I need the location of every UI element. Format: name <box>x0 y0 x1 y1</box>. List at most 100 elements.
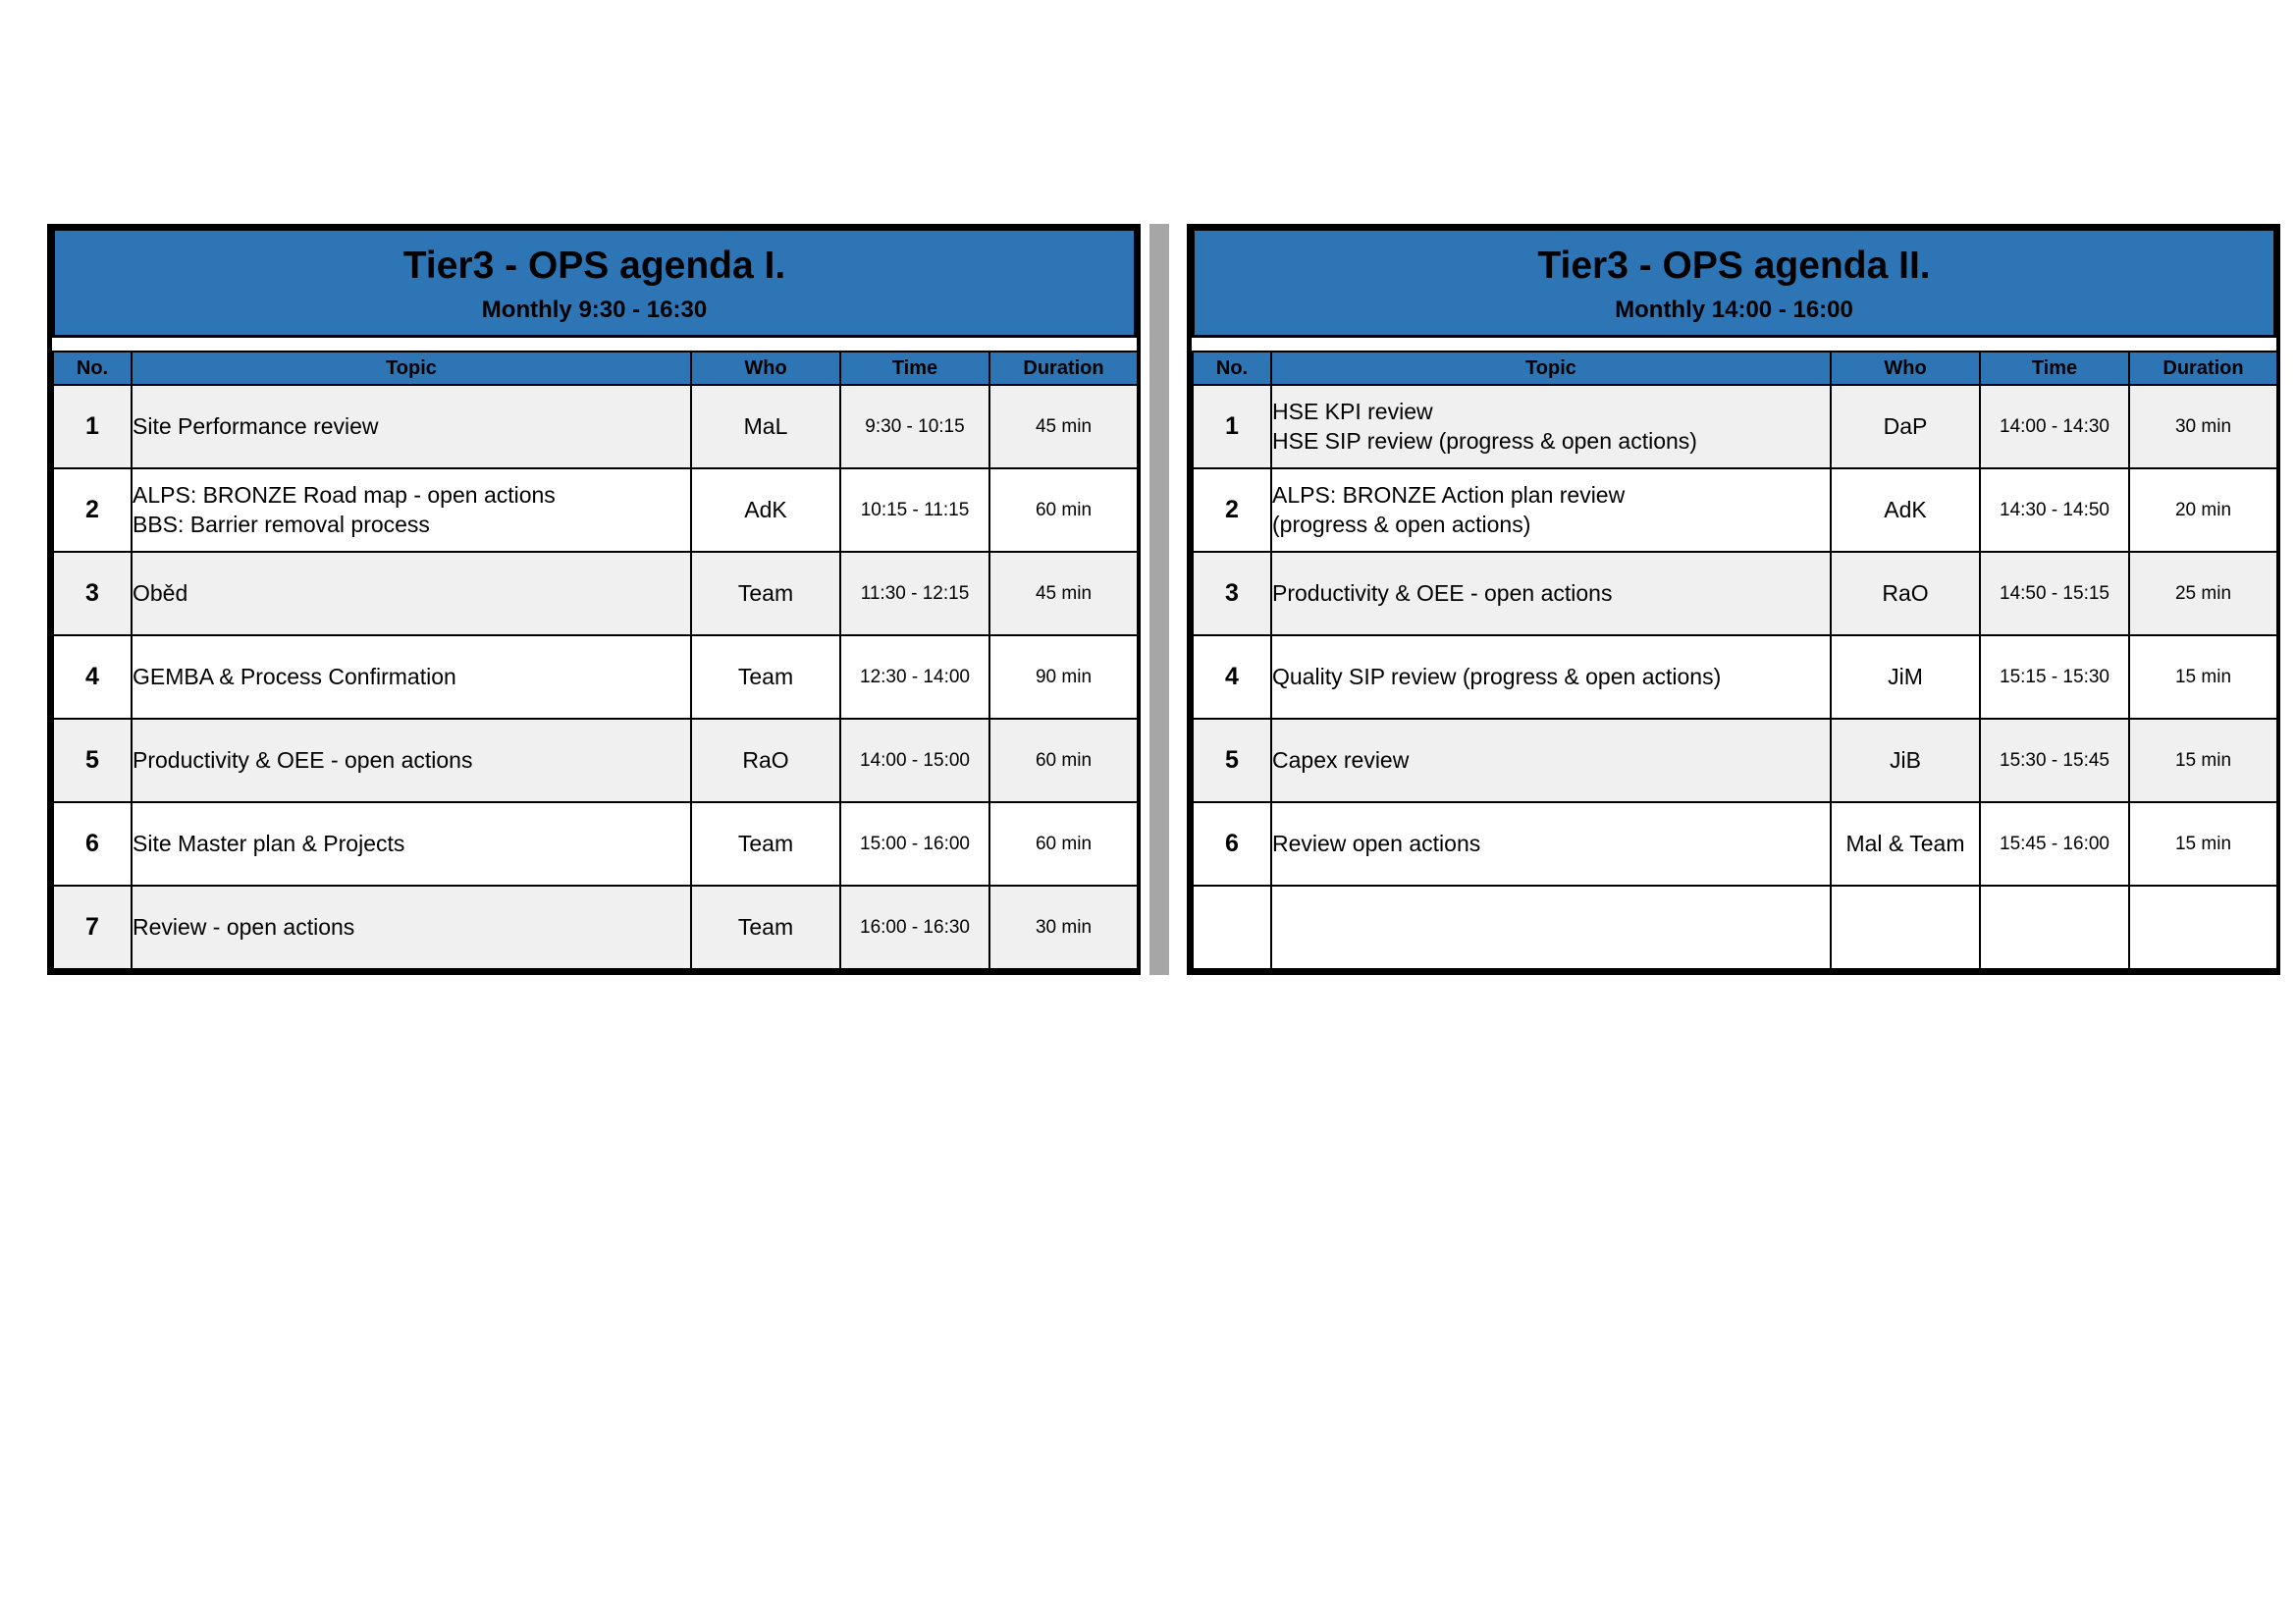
table-row[interactable]: 6 Site Master plan & Projects Team 15:00… <box>52 801 1139 887</box>
cell-who: DaP <box>1830 384 1981 469</box>
cell-time: 14:00 - 15:00 <box>839 718 990 803</box>
table-row[interactable]: 4 GEMBA & Process Confirmation Team 12:3… <box>52 634 1139 720</box>
table-row[interactable]: 4 Quality SIP review (progress & open ac… <box>1192 634 2278 720</box>
cell-no: 3 <box>52 551 133 636</box>
cell-time: 16:00 - 16:30 <box>839 885 990 970</box>
cell-who: RaO <box>690 718 841 803</box>
cell-duration: 15 min <box>2128 634 2278 720</box>
cell-who: Team <box>690 801 841 887</box>
column-header-no[interactable]: No. <box>1192 351 1272 386</box>
column-header-no[interactable]: No. <box>52 351 133 386</box>
table-row[interactable] <box>1192 885 2278 970</box>
table-row[interactable]: 3 Productivity & OEE - open actions RaO … <box>1192 551 2278 636</box>
agenda-left-title-gap <box>52 338 1137 351</box>
cell-no: 4 <box>52 634 133 720</box>
agenda-right-thead: No. Topic Who Time Duration <box>1192 351 2278 386</box>
cell-topic: Review open actions <box>1270 801 1832 887</box>
table-row[interactable]: 5 Productivity & OEE - open actions RaO … <box>52 718 1139 803</box>
table-row[interactable]: 2 ALPS: BRONZE Action plan review (progr… <box>1192 467 2278 553</box>
cell-duration: 60 min <box>988 467 1139 553</box>
column-header-topic[interactable]: Topic <box>1270 351 1832 386</box>
cell-no: 1 <box>1192 384 1272 469</box>
cell-topic: Oběd <box>131 551 692 636</box>
cell-time: 14:00 - 14:30 <box>1979 384 2130 469</box>
agenda-left-tbody: 1 Site Performance review MaL 9:30 - 10:… <box>52 384 1139 970</box>
cell-no: 3 <box>1192 551 1272 636</box>
agenda-left-title-box: Tier3 - OPS agenda I. Monthly 9:30 - 16:… <box>52 228 1137 338</box>
cell-time: 11:30 - 12:15 <box>839 551 990 636</box>
cell-no: 6 <box>52 801 133 887</box>
cell-topic: HSE KPI review HSE SIP review (progress … <box>1270 384 1832 469</box>
agenda-left-thead: No. Topic Who Time Duration <box>52 351 1139 386</box>
column-header-duration[interactable]: Duration <box>2128 351 2278 386</box>
cell-topic: Productivity & OEE - open actions <box>131 718 692 803</box>
cell-topic: ALPS: BRONZE Action plan review (progres… <box>1270 467 1832 553</box>
cell-time: 15:45 - 16:00 <box>1979 801 2130 887</box>
table-row[interactable]: 7 Review - open actions Team 16:00 - 16:… <box>52 885 1139 970</box>
agenda-right-subtitle: Monthly 14:00 - 16:00 <box>1615 297 1853 324</box>
agenda-right-table: No. Topic Who Time Duration 1 HSE KPI re… <box>1192 351 2278 970</box>
cell-who: JiM <box>1830 634 1981 720</box>
cell-no <box>1192 885 1272 970</box>
cell-topic: Quality SIP review (progress & open acti… <box>1270 634 1832 720</box>
cell-no: 5 <box>52 718 133 803</box>
table-row[interactable]: 1 Site Performance review MaL 9:30 - 10:… <box>52 384 1139 469</box>
cell-duration: 60 min <box>988 801 1139 887</box>
agenda-left-title-frame: Tier3 - OPS agenda I. Monthly 9:30 - 16:… <box>47 224 1141 351</box>
cell-time <box>1979 885 2130 970</box>
cell-time: 15:30 - 15:45 <box>1979 718 2130 803</box>
column-header-who[interactable]: Who <box>1830 351 1981 386</box>
agenda-right-header-row: No. Topic Who Time Duration <box>1192 351 2278 386</box>
agenda-left-title: Tier3 - OPS agenda I. <box>402 244 786 288</box>
table-row[interactable]: 1 HSE KPI review HSE SIP review (progres… <box>1192 384 2278 469</box>
cell-no: 7 <box>52 885 133 970</box>
cell-who: AdK <box>690 467 841 553</box>
cell-topic <box>1270 885 1832 970</box>
cell-time: 14:30 - 14:50 <box>1979 467 2130 553</box>
column-header-who[interactable]: Who <box>690 351 841 386</box>
agenda-block-left: Tier3 - OPS agenda I. Monthly 9:30 - 16:… <box>47 224 1141 975</box>
cell-topic: Productivity & OEE - open actions <box>1270 551 1832 636</box>
column-header-topic[interactable]: Topic <box>131 351 692 386</box>
agenda-right-title-gap <box>1192 338 2276 351</box>
cell-topic: Review - open actions <box>131 885 692 970</box>
cell-topic: ALPS: BRONZE Road map - open actions BBS… <box>131 467 692 553</box>
cell-who: RaO <box>1830 551 1981 636</box>
cell-duration: 60 min <box>988 718 1139 803</box>
cell-time: 15:15 - 15:30 <box>1979 634 2130 720</box>
table-row[interactable]: 2 ALPS: BRONZE Road map - open actions B… <box>52 467 1139 553</box>
cell-duration: 30 min <box>2128 384 2278 469</box>
cell-who: Mal & Team <box>1830 801 1981 887</box>
cell-duration: 30 min <box>988 885 1139 970</box>
cell-duration: 15 min <box>2128 801 2278 887</box>
agenda-right-tbody: 1 HSE KPI review HSE SIP review (progres… <box>1192 384 2278 970</box>
cell-no: 1 <box>52 384 133 469</box>
cell-no: 4 <box>1192 634 1272 720</box>
table-row[interactable]: 6 Review open actions Mal & Team 15:45 -… <box>1192 801 2278 887</box>
table-row[interactable]: 5 Capex review JiB 15:30 - 15:45 15 min <box>1192 718 2278 803</box>
column-header-time[interactable]: Time <box>1979 351 2130 386</box>
cell-duration <box>2128 885 2278 970</box>
agenda-right-title-box: Tier3 - OPS agenda II. Monthly 14:00 - 1… <box>1192 228 2276 338</box>
agenda-block-right: Tier3 - OPS agenda II. Monthly 14:00 - 1… <box>1187 224 2280 975</box>
cell-time: 9:30 - 10:15 <box>839 384 990 469</box>
agenda-right-title: Tier3 - OPS agenda II. <box>1537 244 1931 288</box>
agenda-divider-bar <box>1149 224 1169 975</box>
cell-topic: Site Performance review <box>131 384 692 469</box>
cell-who: Team <box>690 634 841 720</box>
column-header-time[interactable]: Time <box>839 351 990 386</box>
table-row[interactable]: 3 Oběd Team 11:30 - 12:15 45 min <box>52 551 1139 636</box>
agenda-right-title-frame: Tier3 - OPS agenda II. Monthly 14:00 - 1… <box>1187 224 2280 351</box>
agenda-right-table-frame: No. Topic Who Time Duration 1 HSE KPI re… <box>1187 351 2280 975</box>
cell-who <box>1830 885 1981 970</box>
cell-time: 10:15 - 11:15 <box>839 467 990 553</box>
cell-no: 6 <box>1192 801 1272 887</box>
cell-time: 12:30 - 14:00 <box>839 634 990 720</box>
cell-time: 15:00 - 16:00 <box>839 801 990 887</box>
cell-duration: 45 min <box>988 551 1139 636</box>
column-header-duration[interactable]: Duration <box>988 351 1139 386</box>
agenda-left-table: No. Topic Who Time Duration 1 Site Perfo… <box>52 351 1139 970</box>
cell-who: Team <box>690 551 841 636</box>
agenda-left-header-row: No. Topic Who Time Duration <box>52 351 1139 386</box>
